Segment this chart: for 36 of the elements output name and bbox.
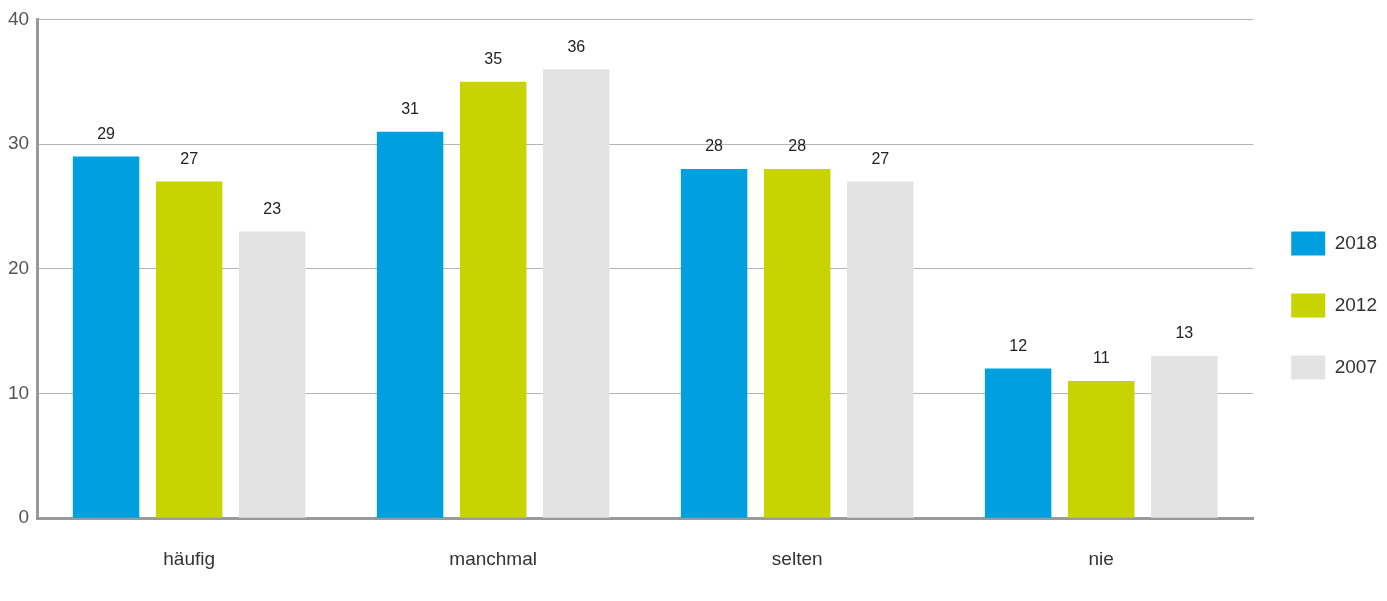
- data-label: 36: [567, 37, 586, 55]
- bar: [1067, 381, 1135, 518]
- data-label: 28: [788, 137, 807, 155]
- x-tick-label: häufig: [163, 547, 216, 569]
- bar: [984, 368, 1052, 518]
- legend-label: 2018: [1334, 231, 1378, 253]
- y-tick-label: 30: [7, 132, 30, 154]
- bar: [459, 81, 527, 518]
- y-tick-label: 10: [7, 381, 30, 403]
- data-label: 29: [97, 124, 116, 142]
- data-label: 12: [1009, 336, 1028, 354]
- bar: [763, 169, 831, 518]
- data-label: 11: [1092, 349, 1110, 367]
- legend-label: 2007: [1334, 355, 1378, 377]
- y-tick-label: 40: [7, 7, 30, 29]
- data-label: 35: [484, 50, 503, 68]
- y-tick-label: 0: [18, 506, 30, 528]
- x-tick-label: selten: [771, 547, 823, 569]
- legend-label: 2012: [1334, 293, 1378, 315]
- bar: [72, 156, 140, 518]
- bar: [239, 231, 306, 518]
- data-label: 27: [871, 149, 890, 167]
- data-label: 13: [1175, 324, 1194, 342]
- bar: [155, 181, 223, 518]
- data-label: 28: [705, 137, 724, 155]
- data-label: 23: [263, 199, 282, 217]
- bar: [680, 169, 748, 518]
- y-tick-label: 20: [7, 257, 30, 279]
- bar: [543, 69, 610, 518]
- x-tick-label: manchmal: [449, 547, 537, 569]
- data-label: 27: [180, 149, 199, 167]
- bar: [1151, 356, 1218, 518]
- data-label: 31: [401, 100, 420, 118]
- bar: [847, 181, 914, 518]
- bar: [376, 131, 444, 518]
- x-tick-label: nie: [1088, 547, 1114, 569]
